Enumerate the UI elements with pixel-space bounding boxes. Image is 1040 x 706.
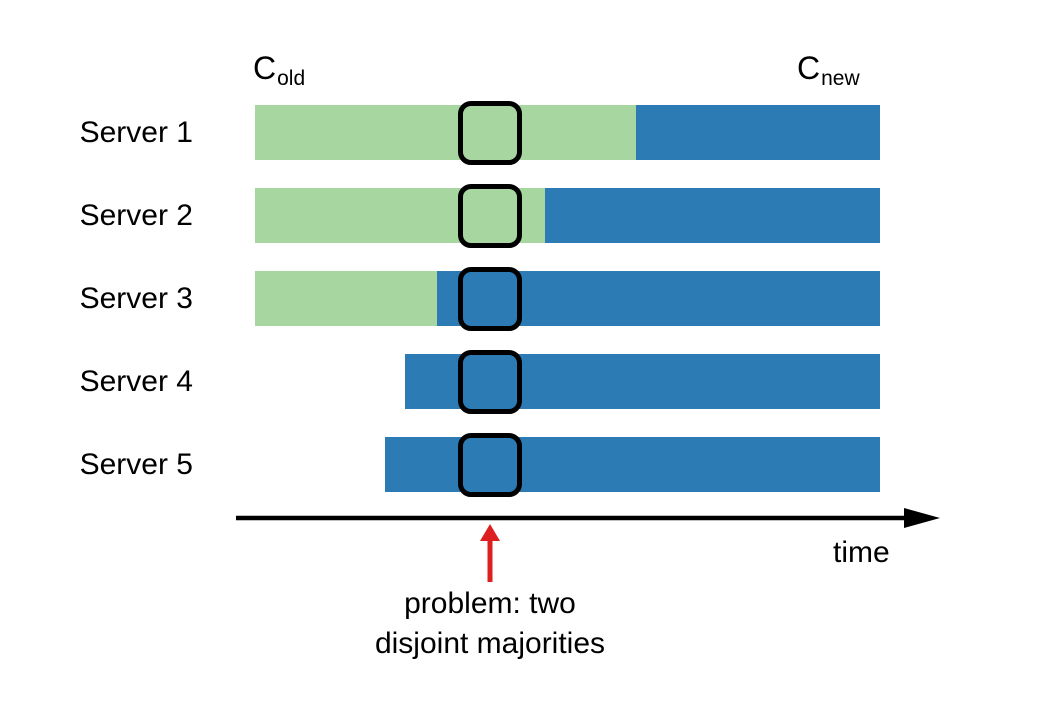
new-config-segment	[437, 271, 880, 326]
majority-marker	[458, 266, 522, 331]
time-axis-arrow	[236, 508, 940, 528]
majority-marker	[458, 432, 522, 497]
server-label: Server 1	[79, 115, 193, 149]
server-label: Server 2	[79, 198, 193, 232]
server-timeline-bar	[385, 437, 880, 492]
time-axis-label: time	[833, 536, 890, 569]
problem-pointer-arrow	[480, 524, 500, 582]
new-config-segment	[385, 437, 880, 492]
config-new-subscript: new	[821, 67, 860, 90]
config-new-label: Cnew	[797, 50, 860, 90]
problem-annotation: problem: two disjoint majorities	[330, 584, 650, 664]
majority-marker	[458, 349, 522, 414]
annotation-line1: problem: two	[404, 587, 576, 620]
config-new-base: C	[797, 50, 821, 86]
server-timeline-bar	[405, 354, 880, 409]
config-old-subscript: old	[277, 67, 306, 90]
config-old-base: C	[253, 50, 277, 86]
new-config-segment	[545, 188, 880, 243]
majority-marker	[458, 100, 522, 165]
old-config-segment	[255, 105, 636, 160]
server-label: Server 3	[79, 281, 193, 315]
new-config-segment	[636, 105, 880, 160]
server-timeline-bar	[255, 188, 880, 243]
majority-marker	[458, 183, 522, 248]
server-label: Server 5	[79, 447, 193, 481]
annotation-line2: disjoint majorities	[374, 627, 606, 660]
config-old-label: Cold	[253, 50, 306, 90]
old-config-segment	[255, 271, 437, 326]
new-config-segment	[405, 354, 880, 409]
server-timeline-bar	[255, 271, 880, 326]
server-label: Server 4	[79, 364, 193, 398]
old-config-segment	[255, 188, 545, 243]
server-timeline-bar	[255, 105, 880, 160]
